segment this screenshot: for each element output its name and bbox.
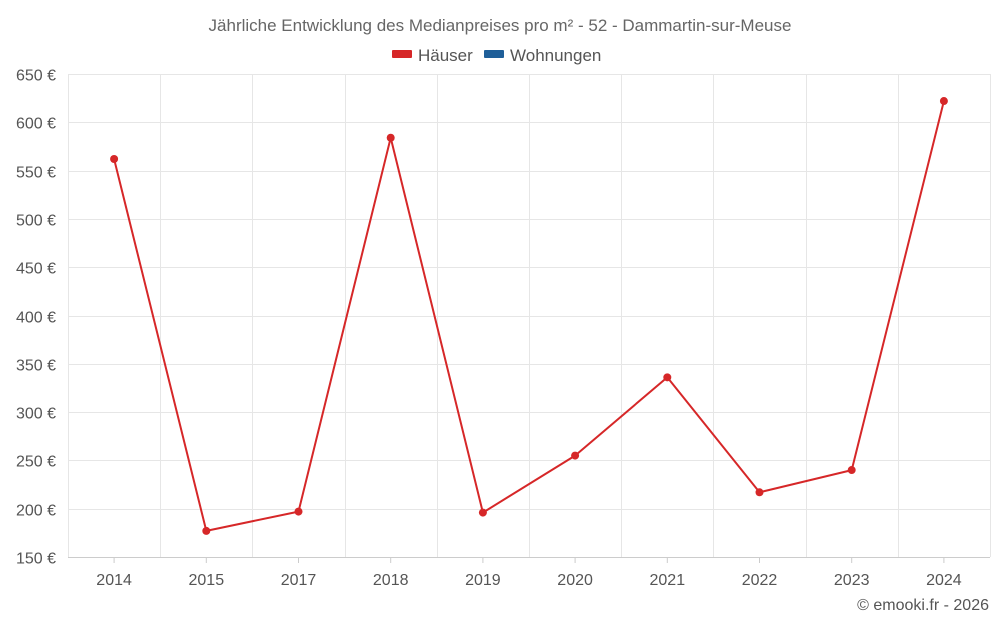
y-tick-label: 600 € (16, 116, 56, 133)
data-point[interactable] (478, 508, 487, 517)
data-point[interactable] (663, 373, 672, 382)
x-tick-label: 2017 (281, 572, 317, 589)
data-point[interactable] (294, 507, 303, 516)
grid (68, 74, 991, 557)
x-tick-label: 2014 (96, 572, 132, 589)
series-hauser (110, 97, 948, 535)
y-tick-label: 300 € (16, 406, 56, 423)
credit-text: © emooki.fr - 2026 (857, 597, 989, 614)
x-tick-label: 2021 (650, 572, 686, 589)
legend-item-hauser[interactable]: Häuser (418, 46, 473, 65)
data-point[interactable] (386, 133, 395, 142)
data-point[interactable] (202, 526, 211, 535)
y-tick-label: 350 € (16, 358, 56, 375)
data-point[interactable] (755, 488, 764, 497)
data-point[interactable] (939, 97, 948, 106)
y-tick-label: 200 € (16, 503, 56, 520)
y-tick-label: 150 € (16, 551, 56, 568)
x-tick-label: 2015 (189, 572, 225, 589)
data-point[interactable] (110, 155, 119, 164)
y-tick-label: 550 € (16, 165, 56, 182)
legend-swatch-wohnungen[interactable] (484, 50, 504, 58)
x-tick-label: 2022 (742, 572, 778, 589)
y-tick-label: 250 € (16, 454, 56, 471)
x-axis-labels: 2014 2015 2017 2018 2019 2020 2021 2022 2023 2024 (96, 557, 962, 589)
series-line-0 (113, 100, 945, 532)
legend-swatch-hauser[interactable] (392, 50, 412, 58)
legend: Häuser Wohnungen (392, 46, 601, 65)
y-tick-label: 400 € (16, 310, 56, 327)
chart-title: Jährliche Entwicklung des Medianpreises … (209, 16, 792, 35)
y-tick-label: 450 € (16, 261, 56, 278)
y-tick-label: 500 € (16, 213, 56, 230)
legend-item-wohnungen[interactable]: Wohnungen (510, 46, 601, 65)
data-point[interactable] (571, 451, 580, 460)
x-tick-label: 2024 (926, 572, 962, 589)
y-axis-labels: 150 € 200 € 250 € 300 € 350 € 400 € 450 € 500 €… (16, 68, 56, 568)
x-tick-label: 2018 (373, 572, 409, 589)
x-tick-label: 2020 (557, 572, 593, 589)
x-tick-label: 2023 (834, 572, 870, 589)
x-tick-label: 2019 (465, 572, 501, 589)
data-point[interactable] (847, 466, 856, 475)
y-tick-label: 650 € (16, 68, 56, 85)
